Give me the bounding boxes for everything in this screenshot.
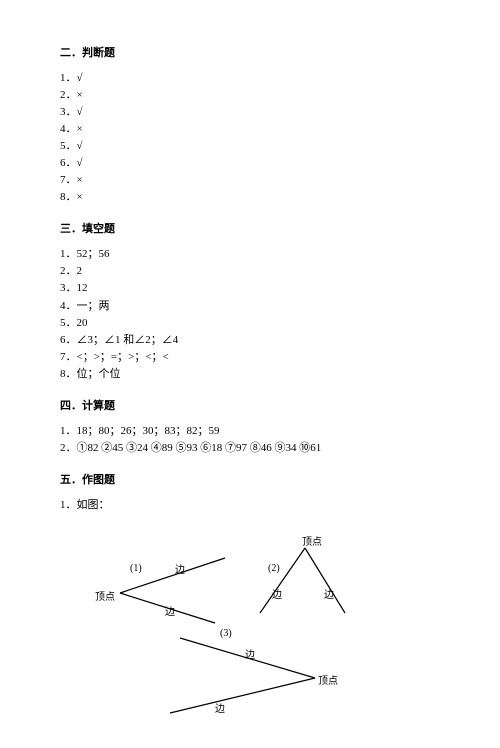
- answer-item: 7．<；>；=；>；<；<: [60, 349, 440, 366]
- diagram-label: 边: [215, 700, 225, 715]
- diagram-label: 边: [165, 603, 175, 618]
- answer-item: 1．52；56: [60, 246, 440, 263]
- answer-item: 8．×: [60, 189, 440, 206]
- section-2-title: 二．判断题: [60, 44, 440, 60]
- answer-item: 4．一；两: [60, 298, 440, 315]
- answer-item: 3．√: [60, 104, 440, 121]
- answer-item: 1．18；80；26；30；83；82；59: [60, 423, 440, 440]
- answer-item: 2．2: [60, 263, 440, 280]
- section-4-title: 四．计算题: [60, 397, 440, 413]
- diagram-label: 边: [175, 561, 185, 576]
- answer-item: 5．√: [60, 138, 440, 155]
- answer-item: 2．×: [60, 87, 440, 104]
- answer-item: 2．①82 ②45 ③24 ④89 ⑤93 ⑥18 ⑦97 ⑧46 ⑨34 ⑩6…: [60, 440, 440, 457]
- page-content: 二．判断题 1．√ 2．× 3．√ 4．× 5．√ 6．√ 7．× 8．× 三．…: [0, 0, 500, 748]
- answer-item: 1．如图：: [60, 497, 440, 514]
- answer-item: 5．20: [60, 315, 440, 332]
- diagram-label: 边: [324, 586, 334, 601]
- angle-diagram: (1)边顶点边(2)顶点边边(3)边顶点边: [60, 528, 420, 728]
- diagram-label: 顶点: [302, 533, 322, 548]
- answer-item: 3．12: [60, 280, 440, 297]
- diagram-label: 顶点: [95, 588, 115, 603]
- diagram-label: (3): [220, 628, 232, 639]
- diagram-label: (2): [268, 563, 280, 574]
- diagram-svg: [60, 528, 420, 728]
- answer-item: 7．×: [60, 172, 440, 189]
- answer-item: 4．×: [60, 121, 440, 138]
- answer-item: 6．∠3；∠1 和∠2；∠4: [60, 332, 440, 349]
- section-3-title: 三．填空题: [60, 220, 440, 236]
- diagram-label: 边: [272, 586, 282, 601]
- section-3-answers: 1．52；56 2．2 3．12 4．一；两 5．20 6．∠3；∠1 和∠2；…: [60, 246, 440, 382]
- diagram-label: (1): [130, 563, 142, 574]
- section-2-answers: 1．√ 2．× 3．√ 4．× 5．√ 6．√ 7．× 8．×: [60, 70, 440, 206]
- section-5-title: 五．作图题: [60, 471, 440, 487]
- diagram-label: 顶点: [318, 672, 338, 687]
- section-5-intro: 1．如图：: [60, 497, 440, 514]
- answer-item: 1．√: [60, 70, 440, 87]
- answer-item: 8．位；个位: [60, 366, 440, 383]
- answer-item: 6．√: [60, 155, 440, 172]
- section-4-answers: 1．18；80；26；30；83；82；59 2．①82 ②45 ③24 ④89…: [60, 423, 440, 457]
- diagram-label: 边: [245, 646, 255, 661]
